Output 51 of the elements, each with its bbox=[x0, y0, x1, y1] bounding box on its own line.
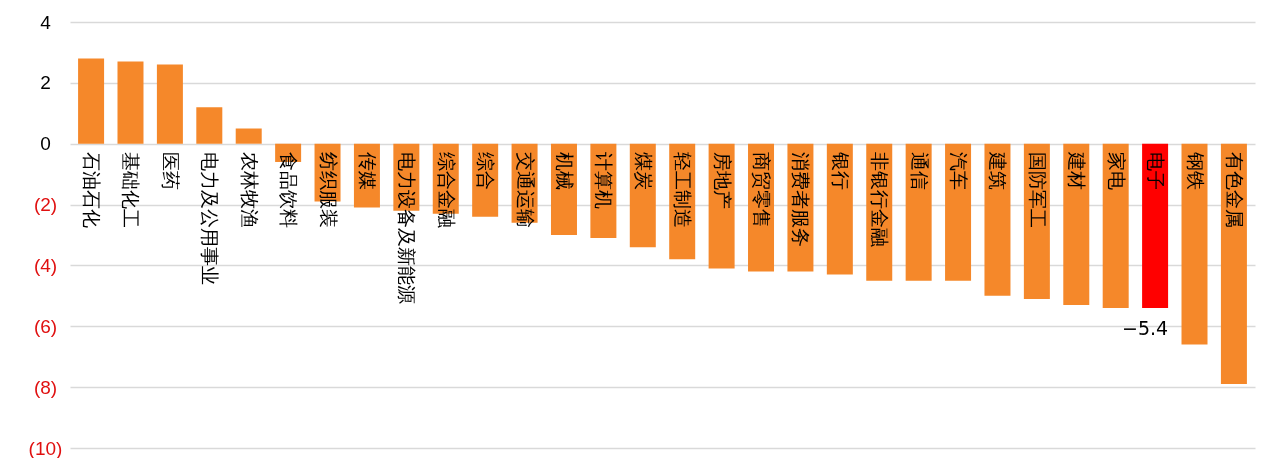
x-tick-label: 纺织服装 bbox=[317, 152, 340, 229]
bar bbox=[196, 107, 223, 144]
x-tick-label: 电子 bbox=[1145, 152, 1168, 191]
x-tick-label: 机械 bbox=[553, 152, 576, 191]
y-tick-label: (4) bbox=[33, 254, 58, 276]
x-tick-label: 综合 bbox=[475, 152, 498, 191]
bar bbox=[117, 61, 144, 144]
bar bbox=[1102, 143, 1129, 309]
x-tick-label: 家电 bbox=[1105, 152, 1128, 191]
x-tick-label: 医药 bbox=[159, 152, 182, 191]
x-tick-label: 电力设备及新能源 bbox=[396, 152, 419, 305]
y-tick-label: (8) bbox=[33, 376, 58, 398]
x-tick-label: 计算机 bbox=[593, 152, 616, 210]
x-tick-label: 银行 bbox=[829, 151, 852, 191]
x-tick-label: 钢铁 bbox=[1184, 151, 1207, 191]
x-tick-label: 电力及公用事业 bbox=[199, 152, 222, 286]
x-tick-label: 国防军工 bbox=[1026, 152, 1049, 229]
y-tick-label: (2) bbox=[33, 194, 58, 216]
x-tick-label: 有色金属 bbox=[1223, 152, 1246, 229]
y-tick-label: (10) bbox=[28, 437, 63, 459]
bar bbox=[78, 58, 105, 144]
bar bbox=[826, 143, 853, 275]
bar bbox=[1181, 143, 1208, 345]
x-tick-label: 煤炭 bbox=[632, 152, 655, 191]
x-tick-label: 农林牧渔 bbox=[238, 152, 261, 229]
bar bbox=[1142, 143, 1169, 309]
x-tick-label: 消费者服务 bbox=[790, 152, 813, 248]
x-tick-label: 综合金融 bbox=[435, 152, 458, 229]
x-tick-label: 通信 bbox=[908, 152, 931, 191]
bar bbox=[1063, 143, 1090, 305]
x-tick-label: 汽车 bbox=[948, 152, 971, 191]
x-tick-label: 商贸零售 bbox=[751, 152, 774, 229]
x-tick-label: 交通运输 bbox=[514, 152, 537, 229]
x-tick-label: 轻工制造 bbox=[672, 152, 695, 229]
x-tick-label: 非银行金融 bbox=[869, 152, 892, 248]
y-tick-label: 4 bbox=[40, 11, 52, 33]
data-label: −5.4 bbox=[1121, 317, 1169, 340]
y-tick-label: 0 bbox=[40, 133, 51, 155]
x-tick-label: 建材 bbox=[1066, 151, 1089, 191]
x-tick-label: 基础化工 bbox=[120, 152, 143, 229]
bar bbox=[156, 64, 183, 144]
x-tick-label: 房地产 bbox=[711, 152, 734, 210]
x-tick-label: 传媒 bbox=[356, 152, 379, 191]
y-tick-label: 2 bbox=[40, 72, 51, 94]
x-tick-label: 建筑 bbox=[987, 151, 1010, 191]
y-tick-label: (6) bbox=[33, 315, 58, 337]
x-tick-label: 食品饮料 bbox=[278, 152, 301, 229]
bar bbox=[984, 143, 1011, 296]
x-tick-label: 石油石化 bbox=[81, 152, 104, 229]
bar bbox=[235, 128, 262, 144]
bar bbox=[945, 143, 972, 281]
